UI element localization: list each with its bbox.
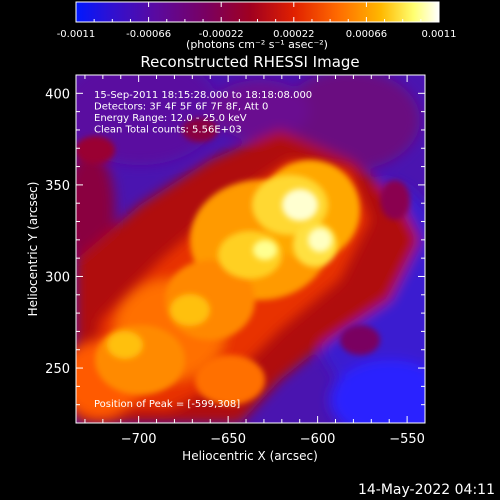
info-line: 15-Sep-2011 18:15:28.000 to 18:18:08.000 [94, 90, 312, 101]
x-tick-label: −550 [389, 432, 425, 447]
x-axis-label: Heliocentric X (arcsec) [182, 449, 318, 463]
x-tick-label: −600 [300, 432, 336, 447]
x-axis: −700 −650 −600 −550 [84, 75, 425, 447]
colorbar-tick-label: 0.00022 [273, 29, 314, 40]
colorbar-tick-label: -0.0011 [57, 29, 96, 40]
peak-position-label: Position of Peak = [-599,308] [94, 399, 240, 410]
colorbar-tick-label: 0.0011 [422, 29, 457, 40]
timestamp: 14-May-2022 04:11 [358, 482, 495, 498]
y-axis: 250 300 350 400 [45, 87, 425, 406]
y-tick-label: 300 [45, 270, 70, 285]
colorbar-tick-label: -0.00066 [126, 29, 171, 40]
info-line: Detectors: 3F 4F 5F 6F 7F 8F, Att 0 [94, 102, 268, 113]
x-tick-label: −700 [121, 432, 157, 447]
heatmap-image [76, 75, 425, 423]
colorbar-gradient [76, 2, 439, 22]
colorbar-units: (photons cm⁻² s⁻¹ asec⁻²) [186, 38, 328, 51]
y-tick-label: 400 [45, 87, 70, 102]
colorbar-ticks: -0.0011 -0.00066 -0.00022 0.00022 0.00066 0.0… [57, 2, 457, 40]
y-tick-label: 350 [45, 179, 70, 194]
colorbar-tick-label: -0.00022 [199, 29, 244, 40]
x-tick-label: −650 [210, 432, 246, 447]
info-line: Clean Total counts: 5.56E+03 [94, 125, 242, 136]
info-annotations: 15-Sep-2011 18:15:28.000 to 18:18:08.000… [94, 90, 312, 136]
chart-title: Reconstructed RHESSI Image [140, 53, 359, 71]
colorbar-tick-label: 0.00066 [346, 29, 387, 40]
info-line: Energy Range: 12.0 - 25.0 keV [94, 113, 247, 124]
y-axis-label: Heliocentric Y (arcsec) [26, 182, 40, 317]
y-tick-label: 250 [45, 362, 70, 377]
plot-frame [75, 74, 426, 424]
